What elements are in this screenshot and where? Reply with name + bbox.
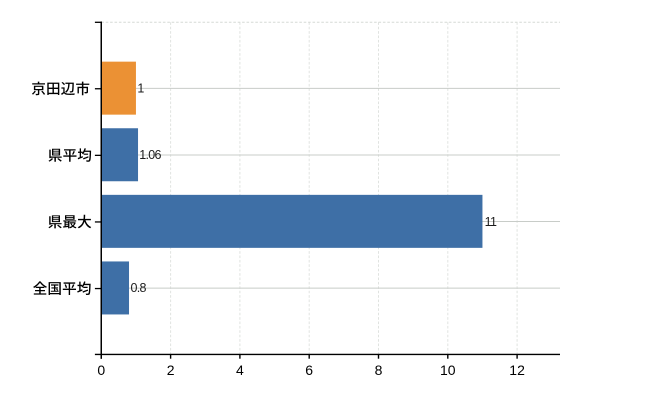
svg-text:8: 8 [375,362,383,378]
svg-text:0: 0 [97,362,105,378]
svg-text:2: 2 [167,362,175,378]
svg-text:11: 11 [485,215,497,229]
svg-text:0.8: 0.8 [131,281,147,295]
svg-text:1: 1 [137,82,144,96]
svg-text:6: 6 [305,362,313,378]
svg-text:4: 4 [236,362,244,378]
svg-text:1.06: 1.06 [139,148,161,162]
svg-text:10: 10 [440,362,456,378]
svg-text:12: 12 [509,362,525,378]
